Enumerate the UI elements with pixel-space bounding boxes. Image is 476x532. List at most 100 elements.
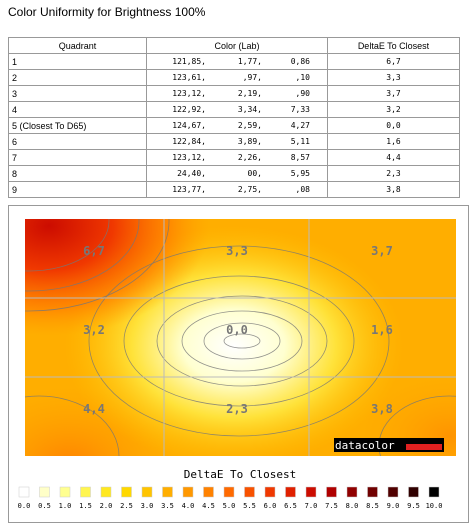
- delta-cell: 6,7: [327, 53, 460, 70]
- heatmap-panel: datacolor DeltaE To Closest 6,7 3,3 3,7 3,2…: [8, 205, 469, 523]
- uniformity-table: Quadrant Color (Lab) DeltaE To Closest 1 121…: [8, 37, 460, 198]
- legend-tick-label: 1.5: [79, 502, 92, 510]
- lab-value: 1,77,: [237, 57, 262, 66]
- legend-swatch: [244, 486, 255, 498]
- legend-swatch: [59, 486, 71, 498]
- legend-tick-label: 10.0: [426, 502, 443, 510]
- lab-value: ,90: [295, 89, 310, 98]
- lab-cell: 121,85, 1,77, 0,86: [146, 53, 328, 70]
- legend-tick-label: 8.5: [366, 502, 379, 510]
- lab-value: 122,92,: [172, 105, 206, 114]
- cell-label: 4,4: [83, 402, 105, 416]
- legend-tick-label: 2.0: [100, 502, 113, 510]
- lab-cell: 124,67, 2,59, 4,27: [146, 117, 328, 134]
- legend-swatch: [39, 486, 50, 498]
- cell-label: 3,7: [371, 244, 393, 258]
- table-row: 8 24,40, 00, 5,95 2,3: [8, 165, 460, 182]
- delta-cell: 0,0: [327, 117, 460, 134]
- lab-cell: 123,61, ,97, ,10: [146, 69, 328, 86]
- legend-tick-label: 4.0: [182, 502, 195, 510]
- legend-swatch: [408, 486, 419, 498]
- table-row: 6 122,84, 3,89, 5,11 1,6: [8, 133, 460, 150]
- legend-tick-label: 5.0: [223, 502, 236, 510]
- legend-swatch: [285, 486, 296, 498]
- legend-tick-label: 6.5: [284, 502, 297, 510]
- quadrant-cell: 3: [8, 85, 147, 102]
- table-row: 9 123,77, 2,75, ,08 3,8: [8, 181, 460, 198]
- lab-cell: 123,12, 2,26, 8,57: [146, 149, 328, 166]
- legend-swatch: [162, 486, 173, 498]
- lab-value: 3,89,: [237, 137, 262, 146]
- legend-tick-label: 9.5: [407, 502, 420, 510]
- legend-tick-label: 0.5: [38, 502, 51, 510]
- legend-swatch: [223, 486, 235, 498]
- lab-value: 0,86: [290, 57, 310, 66]
- legend-swatch: [182, 486, 194, 498]
- lab-value: 5,11: [290, 137, 310, 146]
- legend-title: DeltaE To Closest: [184, 468, 297, 481]
- lab-cell: 123,12, 2,19, ,90: [146, 85, 328, 102]
- delta-cell: 3,7: [327, 85, 460, 102]
- table-row: 5 (Closest To D65) 124,67, 2,59, 4,27 0,0: [8, 117, 460, 134]
- heat-field: [25, 219, 456, 456]
- quadrant-cell: 8: [8, 165, 147, 182]
- legend-swatch: [121, 486, 132, 498]
- lab-value: 2,26,: [237, 153, 262, 162]
- delta-cell: 3,3: [327, 69, 460, 86]
- header-row: Quadrant Color (Lab) DeltaE To Closest: [8, 37, 460, 54]
- legend-tick-label: 7.5: [325, 502, 338, 510]
- quadrant-cell: 9: [8, 181, 147, 198]
- legend-tick-label: 0.0: [18, 502, 31, 510]
- column-header: Color (Lab): [146, 37, 328, 54]
- lab-value: 2,75,: [237, 185, 262, 194]
- legend-tick-label: 6.0: [264, 502, 277, 510]
- quadrant-cell: 5 (Closest To D65): [8, 117, 147, 134]
- delta-cell: 4,4: [327, 149, 460, 166]
- cell-label: 3,8: [371, 402, 393, 416]
- lab-value: ,97,: [242, 73, 262, 82]
- legend-tick-label: 3.5: [161, 502, 174, 510]
- lab-value: 2,59,: [237, 121, 262, 130]
- lab-cell: 123,77, 2,75, ,08: [146, 181, 328, 198]
- legend-swatch: [100, 486, 112, 498]
- table-row: 1 121,85, 1,77, 0,86 6,7: [8, 53, 460, 70]
- legend-swatch: [141, 486, 153, 498]
- legend-swatch: [326, 486, 337, 498]
- cell-label: 6,7: [83, 244, 105, 258]
- lab-value: 4,27: [290, 121, 310, 130]
- lab-value: ,10: [295, 73, 310, 82]
- quadrant-cell: 7: [8, 149, 147, 166]
- lab-value: 123,77,: [172, 185, 206, 194]
- cell-label: 2,3: [226, 402, 248, 416]
- table-row: 2 123,61, ,97, ,10 3,3: [8, 69, 460, 86]
- legend-tick-label: 5.5: [243, 502, 256, 510]
- lab-value: 3,34,: [237, 105, 262, 114]
- lab-value: 122,84,: [172, 137, 206, 146]
- lab-cell: 122,84, 3,89, 5,11: [146, 133, 328, 150]
- cell-label: 3,2: [83, 323, 105, 337]
- lab-value: 5,95: [290, 169, 310, 178]
- column-header: DeltaE To Closest: [327, 37, 460, 54]
- legend-swatch: [346, 486, 358, 498]
- lab-value: 2,19,: [237, 89, 262, 98]
- legend-swatch: [203, 486, 214, 498]
- cell-label: 3,3: [226, 244, 248, 258]
- legend-swatch: [80, 486, 91, 498]
- legend-tick-label: 8.0: [346, 502, 359, 510]
- lab-value: 123,61,: [172, 73, 206, 82]
- lab-value: 8,57: [290, 153, 310, 162]
- quadrant-cell: 6: [8, 133, 147, 150]
- lab-cell: 122,92, 3,34, 7,33: [146, 101, 328, 118]
- quadrant-cell: 2: [8, 69, 147, 86]
- lab-cell: 24,40, 00, 5,95: [146, 165, 328, 182]
- legend-tick-label: 1.0: [59, 502, 72, 510]
- table-body: 1 121,85, 1,77, 0,86 6,7 2 123,61, ,97, ,10 3,3 3 1…: [8, 53, 460, 198]
- lab-value: ,08: [295, 185, 310, 194]
- logo: datacolor: [335, 439, 395, 452]
- quadrant-cell: 1: [8, 53, 147, 70]
- delta-cell: 2,3: [327, 165, 460, 182]
- lab-value: 123,12,: [172, 153, 206, 162]
- legend-swatch: [387, 486, 399, 498]
- column-header: Quadrant: [8, 37, 147, 54]
- legend-tick-label: 4.5: [202, 502, 215, 510]
